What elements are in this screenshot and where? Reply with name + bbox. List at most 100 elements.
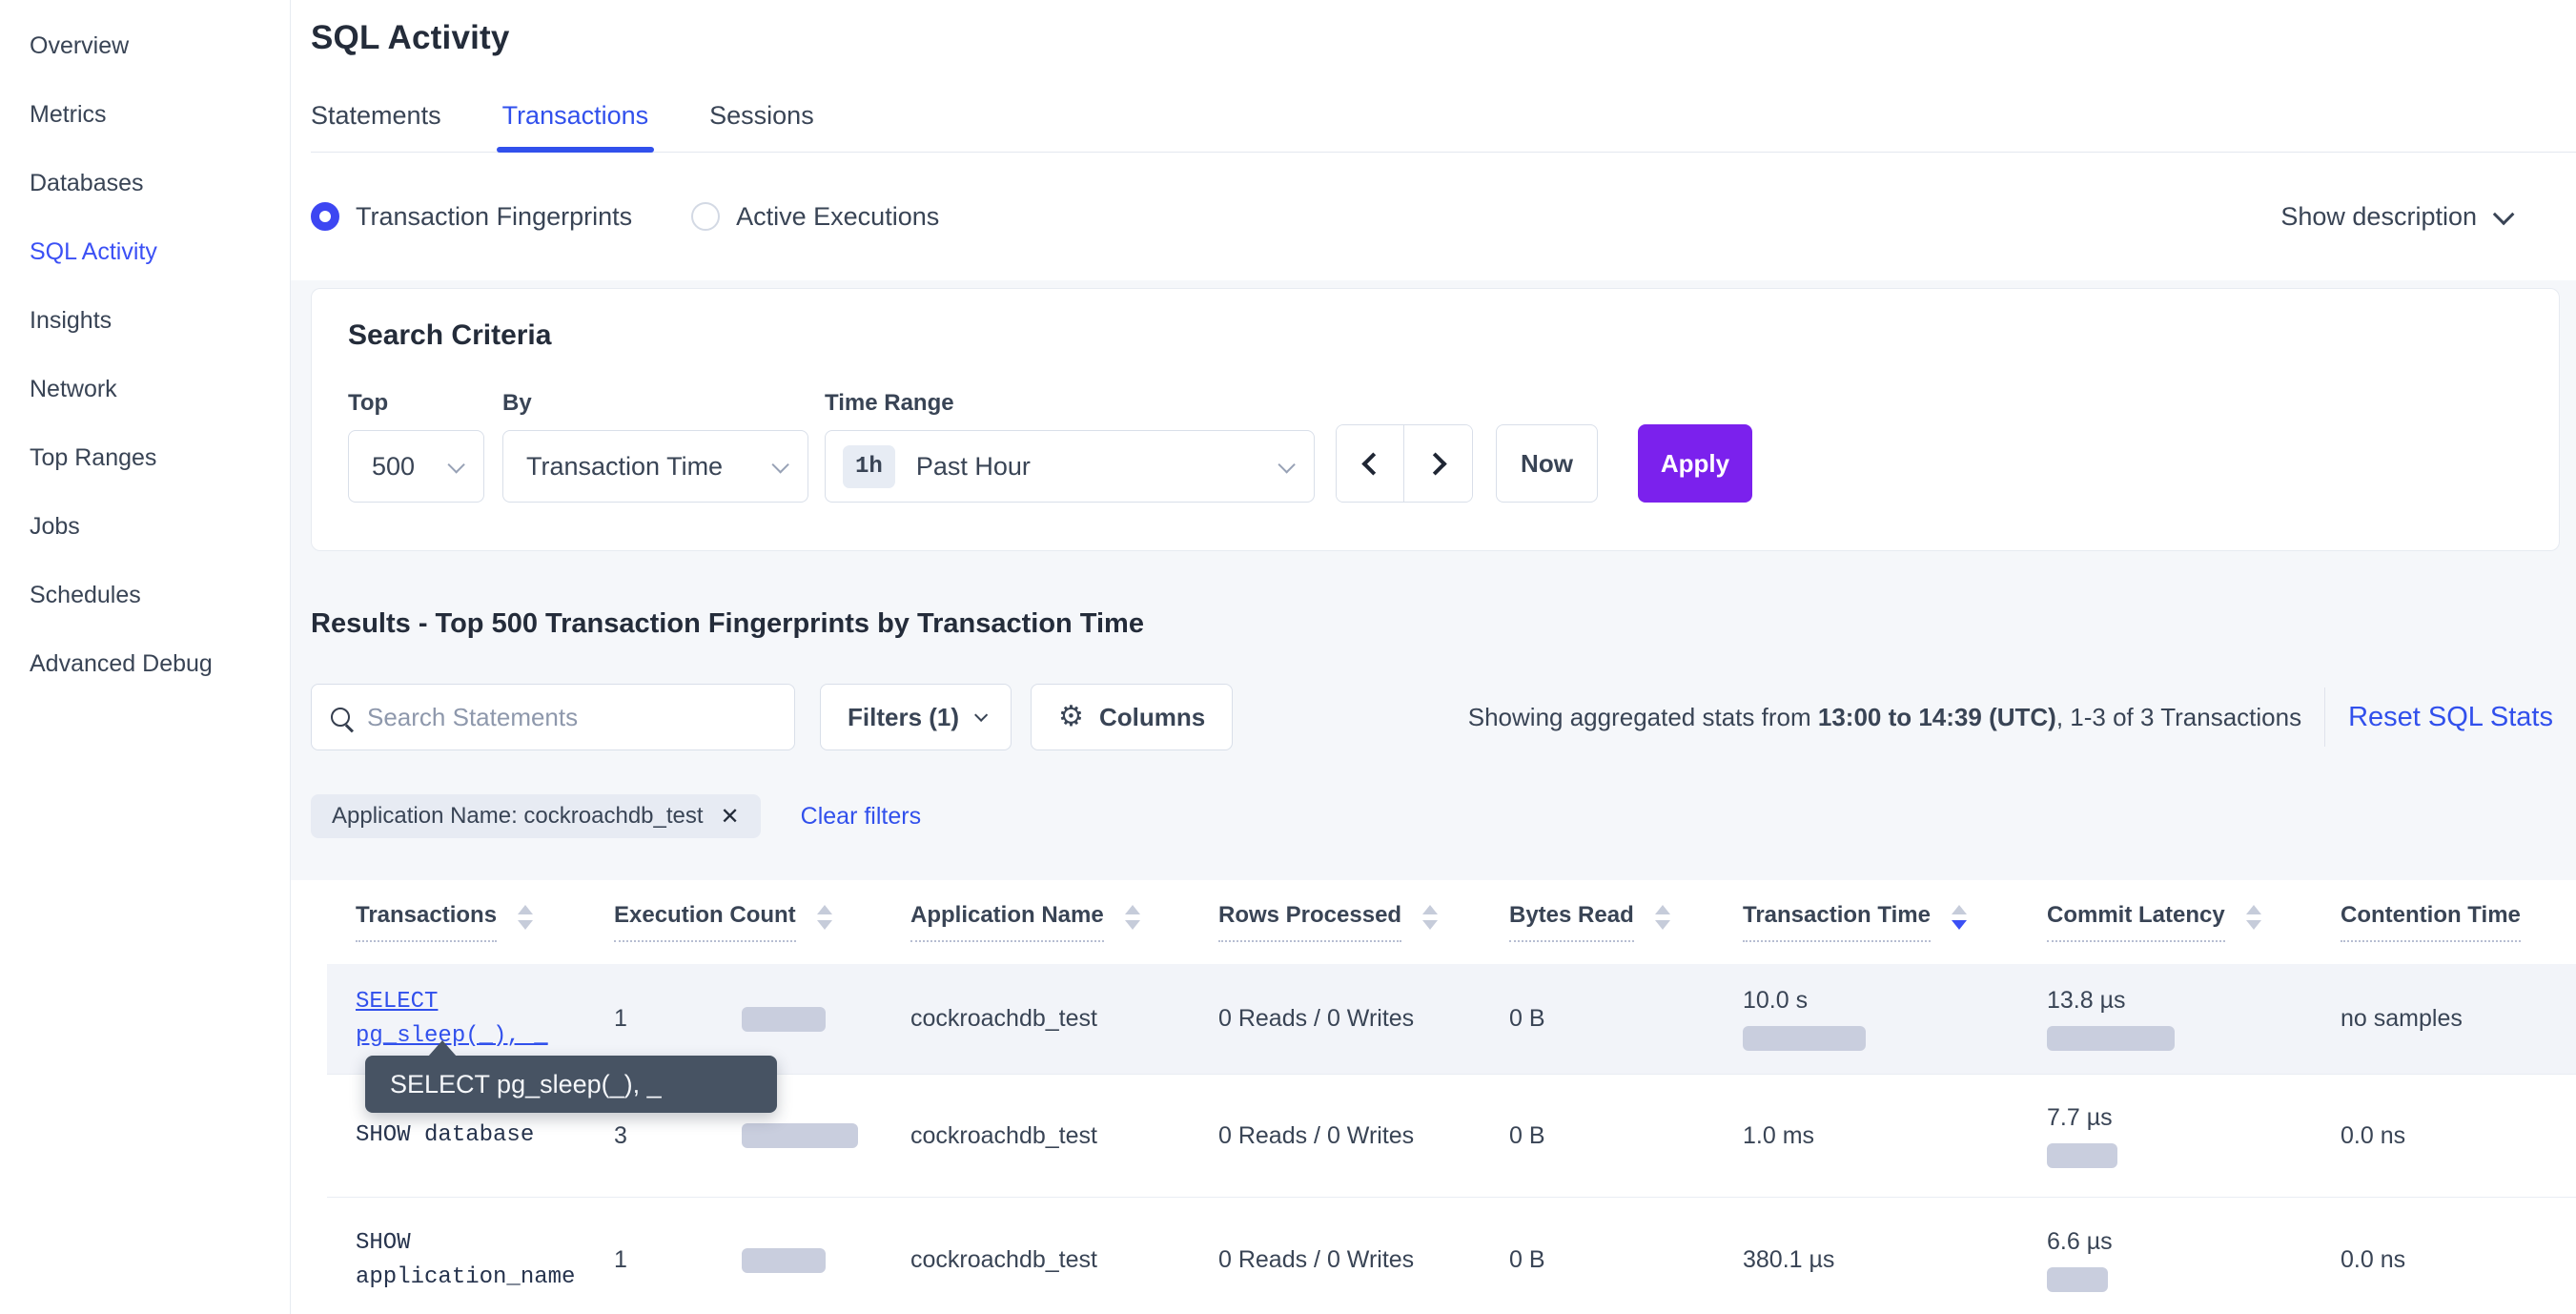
column-header-commit-latency[interactable]: Commit Latency [2047,902,2341,942]
column-label: Transactions [356,902,498,942]
time-range-select[interactable]: 1h Past Hour [825,430,1315,503]
tab-transactions[interactable]: Transactions [496,101,654,153]
sort-icon[interactable] [1951,905,1967,930]
columns-button[interactable]: ⚙ Columns [1031,684,1234,750]
time-pager [1336,424,1473,503]
sort-icon[interactable] [518,905,534,930]
search-statements-input[interactable] [367,702,775,732]
column-header-bytes-read[interactable]: Bytes Read [1509,902,1743,942]
filters-label: Filters (1) [848,702,960,731]
filter-chip[interactable]: Application Name: cockroachdb_test ✕ [311,794,761,838]
search-criteria-fields: Top 500 By Transaction Time Time Range [348,390,2523,503]
sidebar-item-top-ranges[interactable]: Top Ranges [30,444,157,471]
table-header-row: Transactions Execution Count Application N… [327,880,2576,964]
transaction-time-bar [1743,1026,1866,1051]
sidebar-item-insights[interactable]: Insights [30,307,112,334]
column-label: Rows Processed [1218,902,1402,942]
execution-count-bar [742,1123,858,1148]
sql-tooltip: SELECT pg_sleep(_), _ [365,1040,777,1113]
commit-latency-value: 13.8 µs [2047,987,2126,1014]
top-select[interactable]: 500 [348,430,484,503]
column-label: Bytes Read [1509,902,1634,942]
chevron-left-icon [1360,451,1384,476]
by-select[interactable]: Transaction Time [502,430,808,503]
tab-bar: Statements Transactions Sessions [311,101,2576,153]
filter-chip-label: Application Name: cockroachdb_test [332,803,704,829]
radio-active-executions[interactable]: Active Executions [691,202,939,232]
sidebar-item-metrics[interactable]: Metrics [30,101,107,128]
results-toolbar: Filters (1) ⚙ Columns Showing aggregated… [311,684,2560,750]
transaction-fingerprint-link[interactable]: SELECT pg_sleep(_), _ [356,988,548,1049]
time-next-button[interactable] [1404,425,1472,502]
commit-latency-cell: 7.7 µs [2047,1104,2341,1168]
chevron-down-icon [771,455,789,474]
now-button[interactable]: Now [1496,424,1598,503]
sidebar: Overview Metrics Databases SQL Activity Insi… [0,0,291,1314]
sort-icon[interactable] [816,905,832,930]
sort-icon[interactable] [1422,905,1439,930]
apply-button[interactable]: Apply [1638,424,1752,503]
commit-latency-cell: 6.6 µs [2047,1228,2341,1292]
transaction-time-cell: 380.1 µs [1743,1246,2047,1274]
commit-latency-value: 6.6 µs [2047,1228,2113,1255]
sidebar-item-sql-activity[interactable]: SQL Activity [30,238,157,265]
column-label: Commit Latency [2047,902,2225,942]
sidebar-item-overview[interactable]: Overview [30,32,130,59]
chevron-down-icon [1278,455,1296,474]
transaction-time-value: 380.1 µs [1743,1246,1835,1273]
remove-filter-icon[interactable]: ✕ [720,803,740,830]
table-row: SHOW database 3 cockroachdb_test 0 Reads / … [327,1075,2576,1198]
sidebar-item-advanced-debug[interactable]: Advanced Debug [30,650,213,677]
radio-transaction-fingerprints[interactable]: Transaction Fingerprints [311,202,632,232]
show-description-toggle[interactable]: Show description [2280,201,2515,232]
column-header-contention-time[interactable]: Contention Time [2341,902,2576,942]
sidebar-item-jobs[interactable]: Jobs [30,513,80,540]
column-header-transactions[interactable]: Transactions [327,902,614,942]
page-header: SQL Activity Statements Transactions Sessi… [291,0,2576,280]
bytes-read-cell: 0 B [1509,1005,1545,1032]
show-description-label: Show description [2280,201,2477,231]
search-criteria-panel: Search Criteria Top 500 By Transaction T… [311,288,2560,551]
column-header-rows-processed[interactable]: Rows Processed [1218,902,1509,942]
page-title: SQL Activity [311,19,510,56]
execution-count-bar [742,1247,826,1273]
results-heading: Results - Top 500 Transaction Fingerprin… [311,608,1144,639]
column-header-execution-count[interactable]: Execution Count [614,902,910,942]
bytes-read-cell: 0 B [1509,1121,1545,1149]
sort-icon[interactable] [1654,905,1670,930]
gear-icon: ⚙ [1058,701,1084,732]
execution-count-value: 3 [614,1121,627,1149]
sidebar-item-schedules[interactable]: Schedules [30,582,141,608]
search-criteria-heading: Search Criteria [348,319,552,351]
transaction-fingerprint-cell: SHOW application_name [356,1229,576,1290]
sidebar-item-network[interactable]: Network [30,376,117,402]
table-row: SHOW application_name 1 cockroachdb_test 0 … [327,1198,2576,1314]
application-name-cell: cockroachdb_test [910,1005,1097,1032]
execution-count-cell: 1 [614,1005,910,1033]
column-header-transaction-time[interactable]: Transaction Time [1743,902,2047,942]
transaction-time-cell: 10.0 s [1743,987,2047,1051]
view-toggle-row: Transaction Fingerprints Active Execution… [311,153,2576,280]
sql-tooltip-text: SELECT pg_sleep(_), _ [390,1069,662,1098]
sort-icon[interactable] [1124,905,1140,930]
radio-label: Active Executions [736,201,940,231]
top-field: Top 500 [348,390,502,503]
top-select-value: 500 [372,451,416,481]
time-prev-button[interactable] [1337,425,1404,502]
commit-latency-cell: 13.8 µs [2047,987,2341,1051]
column-header-application-name[interactable]: Application Name [910,902,1218,942]
commit-latency-bar [2047,1267,2108,1292]
columns-label: Columns [1098,702,1206,731]
sort-icon[interactable] [2245,905,2261,930]
time-range-value: Past Hour [915,451,1031,481]
tab-sessions[interactable]: Sessions [709,101,814,130]
reset-sql-stats-link[interactable]: Reset SQL Stats [2348,701,2553,732]
execution-count-value: 1 [614,1246,627,1273]
sidebar-item-databases[interactable]: Databases [30,170,144,196]
chevron-right-icon [1423,451,1447,476]
transaction-time-value: 1.0 ms [1743,1121,1815,1149]
clear-filters-link[interactable]: Clear filters [800,802,922,830]
by-select-value: Transaction Time [526,451,724,481]
filters-button[interactable]: Filters (1) [820,684,1012,750]
tab-statements[interactable]: Statements [311,101,441,130]
